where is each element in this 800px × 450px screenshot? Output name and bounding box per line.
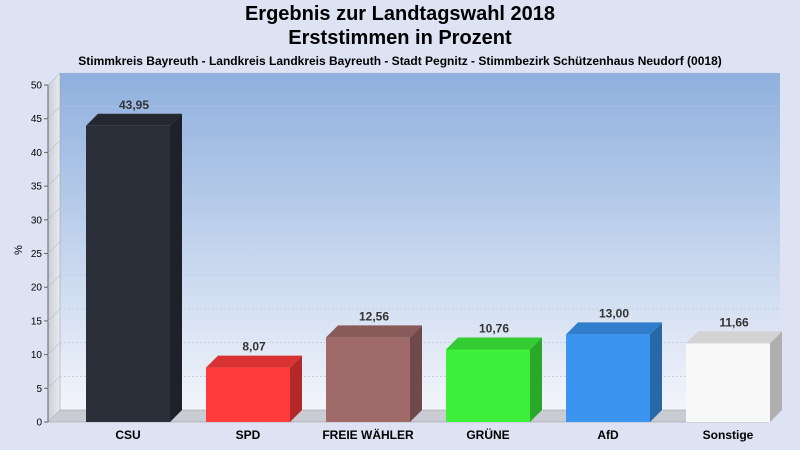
grid-line-side bbox=[47, 207, 61, 221]
x-tick-label: AfD bbox=[597, 428, 619, 442]
bar-top bbox=[686, 331, 782, 344]
bar-front bbox=[86, 125, 170, 422]
y-tick-label: 40 bbox=[31, 148, 43, 159]
grid-line-side bbox=[47, 241, 61, 254]
grid-line-side bbox=[47, 274, 61, 288]
bar-front bbox=[206, 367, 290, 422]
data-label: 10,76 bbox=[479, 321, 509, 335]
x-tick-label: SPD bbox=[236, 428, 261, 442]
y-tick-label: 25 bbox=[31, 249, 43, 260]
data-label: 43,95 bbox=[119, 98, 149, 112]
grid-line-side bbox=[47, 106, 61, 119]
data-label: 13,00 bbox=[599, 306, 629, 320]
y-tick-label: 35 bbox=[31, 182, 43, 193]
y-tick-label: 10 bbox=[31, 350, 43, 361]
bar-top bbox=[566, 322, 662, 335]
bar-front bbox=[326, 337, 410, 422]
data-label: 12,56 bbox=[359, 309, 389, 323]
data-label: 11,66 bbox=[719, 315, 749, 329]
bar-sonstige bbox=[686, 331, 782, 422]
grid-line-side bbox=[47, 140, 61, 153]
bar-front bbox=[686, 343, 770, 422]
grid-line-side bbox=[47, 342, 61, 355]
bar-top bbox=[326, 325, 422, 338]
y-tick-label: 5 bbox=[36, 384, 42, 395]
bar-side bbox=[650, 322, 662, 422]
x-tick-label: Sonstige bbox=[703, 428, 754, 442]
bar-csu bbox=[86, 113, 182, 422]
bar-front bbox=[446, 349, 530, 422]
y-tick-label: 50 bbox=[31, 81, 43, 92]
bar-side bbox=[770, 331, 782, 422]
bar-side bbox=[530, 337, 542, 422]
bar-grüne bbox=[446, 337, 542, 422]
grid-line-side bbox=[47, 173, 61, 187]
chart-subtitle: Stimmkreis Bayreuth - Landkreis Landkrei… bbox=[78, 54, 722, 68]
grid-line-side bbox=[47, 376, 61, 389]
y-tick-label: 30 bbox=[31, 215, 43, 226]
x-tick-label: FREIE WÄHLER bbox=[322, 427, 414, 442]
data-label: 8,07 bbox=[242, 340, 266, 354]
y-tick-label: 45 bbox=[31, 114, 43, 125]
bar-afd bbox=[566, 322, 662, 422]
y-axis-label: % bbox=[13, 245, 25, 255]
chart-subtitle-line: Erststimmen in Prozent bbox=[288, 27, 512, 49]
y-tick-label: 20 bbox=[31, 283, 43, 294]
x-tick-label: GRÜNE bbox=[466, 427, 509, 442]
bar-top bbox=[446, 337, 542, 350]
bar-spd bbox=[206, 355, 302, 422]
bar-top bbox=[86, 113, 182, 126]
bar-top bbox=[206, 355, 302, 368]
chart-title: Ergebnis zur Landtagswahl 2018 bbox=[244, 3, 556, 25]
bar-front bbox=[566, 334, 650, 422]
bar-side bbox=[410, 325, 422, 422]
bar-side bbox=[170, 113, 182, 422]
y-tick-label: 0 bbox=[36, 418, 42, 429]
grid-line-side bbox=[47, 308, 61, 322]
y-tick-label: 15 bbox=[31, 316, 43, 327]
bar-freie-wähler bbox=[326, 325, 422, 422]
bar-side bbox=[290, 355, 302, 422]
x-tick-label: CSU bbox=[115, 428, 140, 442]
grid-line-side bbox=[47, 72, 61, 86]
